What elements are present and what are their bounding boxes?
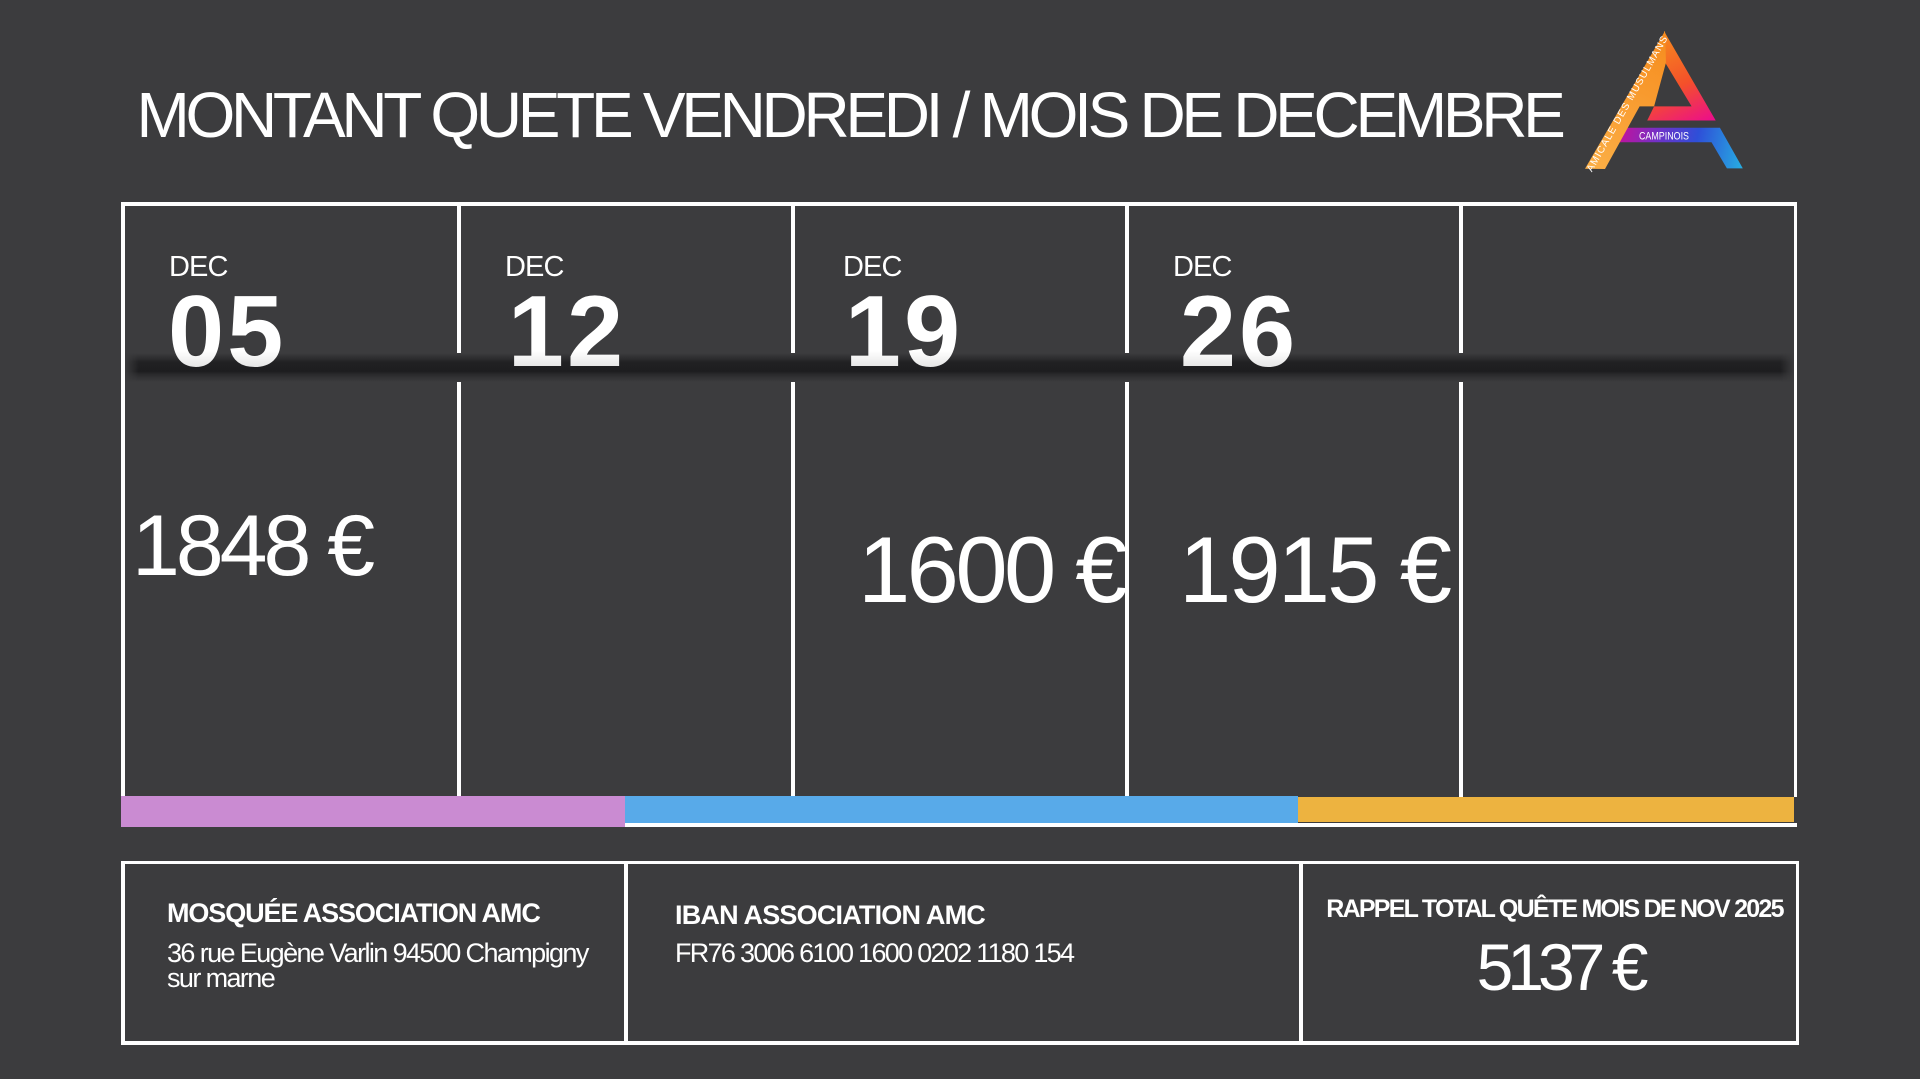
svg-text:CAMPINOIS: CAMPINOIS xyxy=(1639,131,1689,143)
svg-text:AMICALE DES MUSULMANS: AMICALE DES MUSULMANS xyxy=(1585,34,1671,174)
